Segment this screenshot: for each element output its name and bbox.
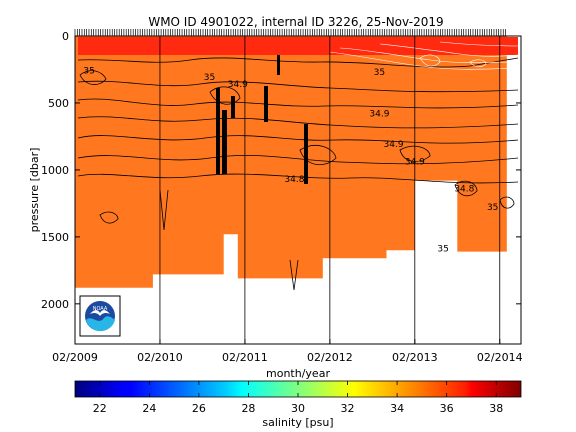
colorbar-tick-label: 38	[489, 402, 503, 415]
y-tick-label: 500	[48, 97, 69, 110]
y-tick-label: 1000	[41, 164, 69, 177]
contour-label: 35	[437, 245, 448, 255]
year-grid-lines	[159, 36, 501, 344]
x-axis-ticks: 02/2009 02/2010 02/2011 02/2012 02/2013 02/20…	[52, 339, 523, 364]
noaa-logo: NOAA	[79, 295, 121, 337]
colorbar-tick-label: 22	[93, 402, 107, 415]
x-tick-label: 02/2009	[52, 351, 98, 364]
colorbar-tick-label: 32	[341, 402, 355, 415]
contour-label: 35	[487, 203, 498, 213]
contour-label: 34.9	[405, 158, 425, 168]
contour-label: 35	[374, 68, 385, 78]
y-tick-label: 1500	[41, 231, 69, 244]
noaa-logo-text: NOAA	[93, 306, 108, 312]
y-axis-label: pressure [dbar]	[28, 148, 41, 233]
colorbar-tick-label: 28	[241, 402, 255, 415]
contour-label: 34.8	[284, 175, 304, 185]
noaa-logo-gull	[90, 310, 110, 316]
surface-contour-lines	[329, 41, 519, 70]
profile-tick-marks	[74, 29, 506, 36]
contour-label: 34.9	[384, 140, 404, 150]
y-axis-ticks: 0 500 1000 1500 2000	[41, 30, 521, 311]
x-tick-label: 02/2011	[222, 351, 268, 364]
contour-label: 34.8	[454, 184, 474, 194]
noaa-logo-wave	[86, 316, 115, 332]
colorbar-tick-label: 24	[142, 402, 156, 415]
y-tick-label: 0	[62, 30, 69, 43]
contour-label: 35	[83, 66, 94, 76]
colorbar-ticks: 22 24 26 28 30 32 34 36 38	[93, 381, 503, 415]
x-tick-label: 02/2012	[307, 351, 353, 364]
contour-label: 34.9	[369, 109, 389, 119]
contour-label: 34.9	[228, 80, 248, 90]
colorbar-tick-label: 26	[192, 402, 206, 415]
y-tick-label: 2000	[41, 298, 69, 311]
colorbar-tick-label: 30	[291, 402, 305, 415]
plot-frame	[74, 35, 522, 345]
surface-high-salinity-band	[78, 37, 518, 55]
colorbar-label: salinity [psu]	[262, 416, 333, 429]
chart-title: WMO ID 4901022, internal ID 3226, 25-Nov…	[148, 15, 443, 29]
contour-lines	[77, 57, 519, 291]
x-tick-label: 02/2014	[477, 351, 523, 364]
x-tick-label: 02/2010	[137, 351, 183, 364]
colorbar-tick-label: 34	[390, 402, 404, 415]
x-tick-label: 02/2013	[392, 351, 438, 364]
clustered-profile-bars	[216, 55, 308, 184]
colorbar-tick-label: 36	[440, 402, 454, 415]
x-axis-label: month/year	[266, 367, 330, 380]
contour-label: 35	[204, 73, 215, 83]
salinity-field	[75, 36, 507, 288]
